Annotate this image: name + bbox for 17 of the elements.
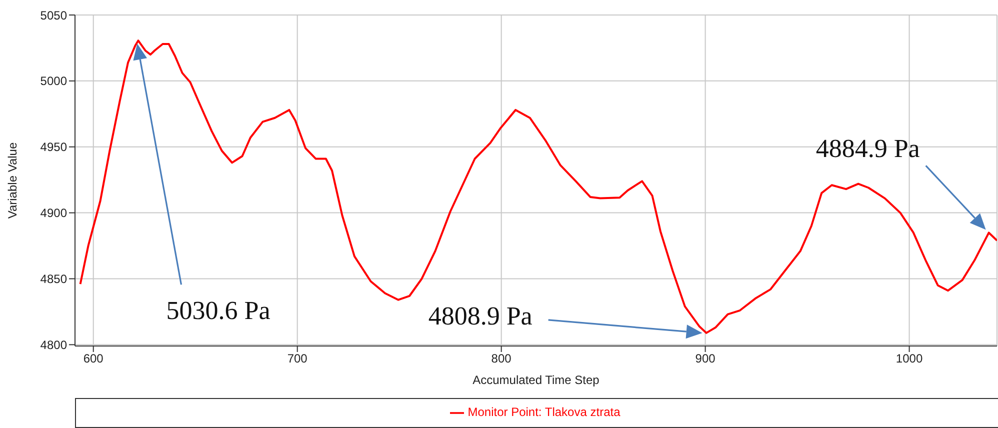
y-tick-label: 4950 xyxy=(40,140,68,154)
annotation: 5030.6 Pa xyxy=(166,296,271,326)
y-tick-label: 4800 xyxy=(40,338,68,352)
legend-label: Monitor Point: Tlakova ztrata xyxy=(468,405,620,419)
annotation: 4808.9 Pa xyxy=(428,301,533,330)
y-tick-label: 4900 xyxy=(40,206,68,220)
x-tick-label: 600 xyxy=(83,352,104,366)
x-tick-label: 1000 xyxy=(896,352,923,366)
x-tick-label: 800 xyxy=(491,352,512,366)
x-tick-label: 700 xyxy=(287,352,308,366)
y-axis-title: Variable Value xyxy=(5,142,20,219)
y-tick-label: 4850 xyxy=(40,272,68,286)
x-axis-title: Accumulated Time Step xyxy=(472,373,600,387)
y-tick-label: 5000 xyxy=(40,74,68,88)
y-tick-label: 5050 xyxy=(40,8,68,22)
annotation: 4884.9 Pa xyxy=(816,134,920,164)
x-tick-label: 900 xyxy=(695,352,716,366)
